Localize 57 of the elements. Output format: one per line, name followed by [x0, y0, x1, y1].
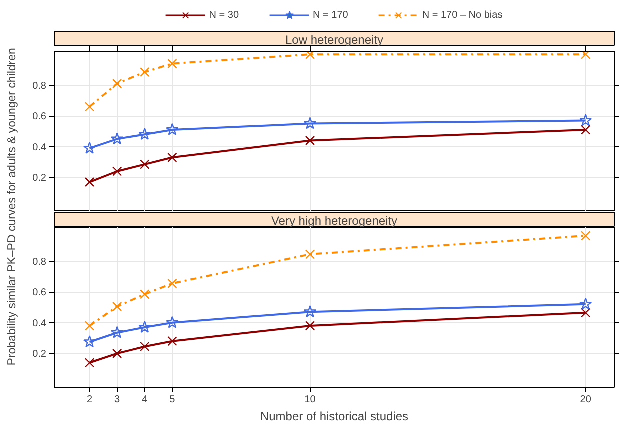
point: [305, 321, 316, 331]
point: [304, 306, 317, 318]
x-tick-label: 10: [304, 394, 316, 406]
x-tick-label: 3: [114, 394, 121, 406]
y-tick-label: 0.4: [32, 142, 47, 154]
point: [166, 123, 179, 136]
chart-title: Low heterogeneity: [285, 32, 384, 47]
point: [84, 321, 95, 331]
point: [168, 336, 178, 346]
point: [168, 278, 178, 288]
point: [84, 102, 95, 112]
y-tick-label: 0.2: [32, 173, 47, 184]
point: [83, 142, 96, 154]
point: [140, 67, 150, 78]
point: [166, 316, 179, 328]
point: [140, 342, 150, 352]
point: [138, 128, 152, 140]
point: [111, 132, 124, 145]
point: [83, 336, 96, 348]
point: [168, 152, 178, 162]
point: [140, 160, 150, 170]
point: [112, 348, 122, 358]
point: [305, 136, 316, 146]
y-tick-label: 0.4: [32, 318, 47, 330]
point: [305, 250, 316, 260]
point: [112, 302, 122, 312]
point: [580, 125, 591, 135]
point: [112, 166, 122, 176]
point: [304, 117, 317, 130]
chart-title: Very high heterogeneity: [271, 214, 398, 228]
y-tick-label: 0.8: [32, 80, 47, 92]
x-tick-label: 5: [170, 394, 176, 406]
point: [168, 58, 178, 69]
point: [138, 320, 152, 333]
point: [580, 114, 592, 126]
point: [84, 358, 95, 368]
point: [305, 52, 316, 60]
legend-label: N = 170 – No bias: [422, 10, 503, 20]
x-tick-label: 2: [86, 394, 93, 406]
point: [111, 326, 124, 338]
x-axis-title: Number of historical studies: [260, 410, 409, 424]
y-tick-label: 0.6: [32, 112, 47, 123]
y-tick-label: 0.8: [32, 256, 47, 268]
y-tick-label: 0.6: [32, 288, 47, 299]
point: [580, 308, 591, 318]
point: [140, 290, 150, 300]
point: [580, 52, 591, 60]
point: [580, 231, 591, 241]
x-tick-label: 4: [142, 394, 148, 406]
point: [112, 78, 122, 89]
point: [84, 177, 95, 188]
x-tick-label: 20: [580, 394, 592, 406]
legend-label: N = 30: [209, 10, 240, 20]
y-axis-title: Probability similar PK–PD curves for adults & younger children: [6, 48, 18, 366]
y-tick-label: 0.2: [32, 349, 47, 360]
point: [580, 298, 592, 310]
legend-label: N = 170: [313, 10, 348, 20]
